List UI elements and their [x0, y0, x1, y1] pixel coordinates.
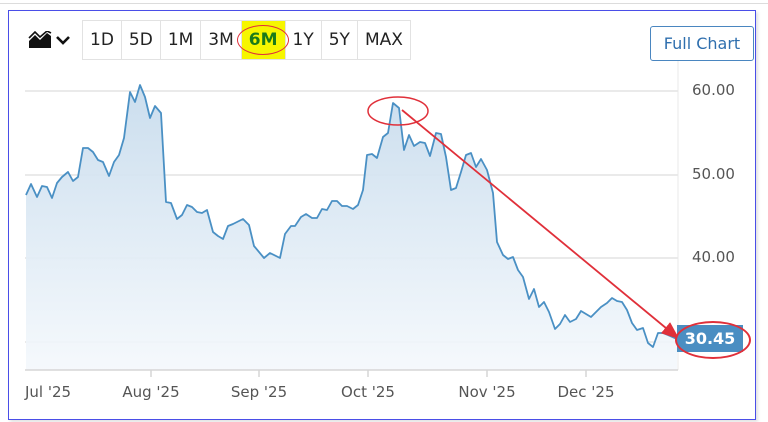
peak-annotation-ellipse: [367, 96, 429, 126]
area-chart-icon: [28, 31, 52, 48]
range-1y[interactable]: 1Y: [286, 21, 322, 59]
x-tick-dec: Dec '25: [557, 383, 615, 401]
range-5d[interactable]: 5D: [122, 21, 161, 59]
x-tick-sep: Sep '25: [230, 383, 288, 401]
x-tick-aug: Aug '25: [122, 383, 180, 401]
x-tick-oct: Oct '25: [341, 383, 395, 401]
range-selector: 1D 5D 1M 3M 6M 1Y 5Y MAX: [82, 20, 411, 60]
chevron-down-icon: [56, 36, 70, 45]
range-5y[interactable]: 5Y: [322, 21, 358, 59]
y-tick-60: 60.00: [692, 81, 735, 99]
page-top-divider: [0, 3, 768, 4]
x-tick-nov: Nov '25: [458, 383, 516, 401]
range-6m[interactable]: 6M: [236, 21, 289, 59]
decline-arrow: [401, 109, 680, 340]
range-annotation-ellipse: [236, 25, 289, 55]
range-3m[interactable]: 3M: [201, 21, 242, 59]
price-area-fill: [26, 85, 677, 370]
range-max[interactable]: MAX: [364, 30, 403, 50]
x-tick-jul: Jul '25: [24, 383, 72, 401]
full-chart-button[interactable]: Full Chart: [650, 26, 754, 61]
range-1d[interactable]: 1D: [83, 21, 122, 59]
y-tick-40: 40.00: [692, 248, 735, 266]
price-annotation-ellipse: [675, 321, 751, 359]
x-axis: [25, 369, 678, 377]
range-1m[interactable]: 1M: [161, 21, 202, 59]
price-line: [25, 84, 678, 348]
chart-toolbar: 1D 5D 1M 3M 6M 1Y 5Y MAX: [28, 20, 411, 60]
chart-type-selector[interactable]: [28, 20, 78, 60]
y-tick-50: 50.00: [692, 165, 735, 183]
